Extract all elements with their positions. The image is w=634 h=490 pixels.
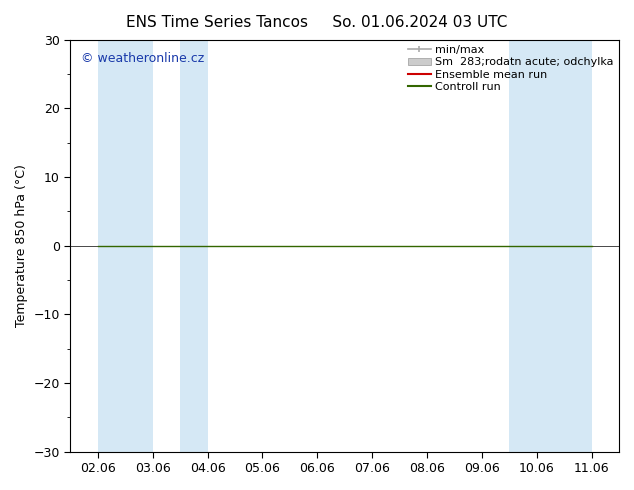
Bar xyxy=(98,40,153,452)
Text: ENS Time Series Tancos     So. 01.06.2024 03 UTC: ENS Time Series Tancos So. 01.06.2024 03… xyxy=(126,15,508,30)
Legend: min/max, Sm  283;rodatn acute; odchylka, Ensemble mean run, Controll run: min/max, Sm 283;rodatn acute; odchylka, … xyxy=(406,43,616,94)
Bar xyxy=(180,40,207,452)
Y-axis label: Temperature 850 hPa (°C): Temperature 850 hPa (°C) xyxy=(15,164,28,327)
Bar xyxy=(509,40,592,452)
Text: © weatheronline.cz: © weatheronline.cz xyxy=(81,52,205,65)
Bar xyxy=(619,40,634,452)
